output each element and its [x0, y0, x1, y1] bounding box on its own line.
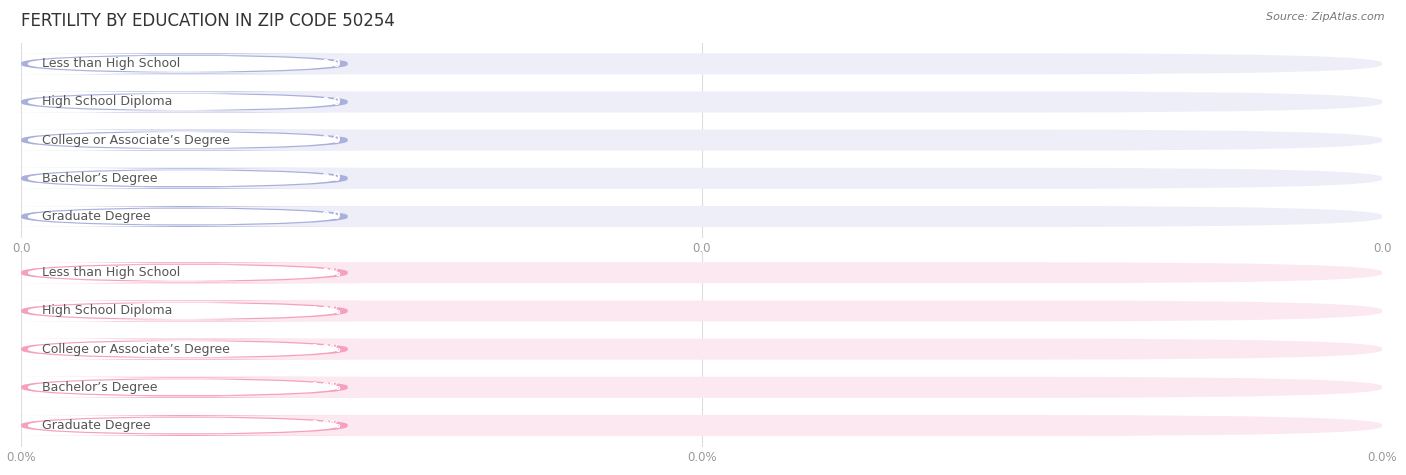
FancyBboxPatch shape: [7, 415, 361, 436]
Text: 0.0%: 0.0%: [311, 268, 340, 278]
FancyBboxPatch shape: [21, 377, 1382, 398]
FancyBboxPatch shape: [28, 264, 339, 282]
FancyBboxPatch shape: [7, 339, 361, 360]
FancyBboxPatch shape: [21, 415, 1382, 436]
FancyBboxPatch shape: [28, 131, 339, 149]
FancyBboxPatch shape: [28, 208, 339, 226]
FancyBboxPatch shape: [21, 300, 1382, 322]
FancyBboxPatch shape: [28, 169, 339, 187]
FancyBboxPatch shape: [21, 130, 1382, 151]
Text: 0.0%: 0.0%: [311, 306, 340, 316]
Text: 0.0%: 0.0%: [311, 382, 340, 392]
Text: 0.0%: 0.0%: [311, 420, 340, 430]
Text: College or Associate’s Degree: College or Associate’s Degree: [42, 342, 229, 356]
FancyBboxPatch shape: [7, 206, 361, 227]
Text: Less than High School: Less than High School: [42, 266, 180, 279]
Text: 0.0: 0.0: [322, 135, 340, 145]
FancyBboxPatch shape: [7, 130, 361, 151]
Text: 0.0: 0.0: [322, 97, 340, 107]
Text: Source: ZipAtlas.com: Source: ZipAtlas.com: [1267, 12, 1385, 22]
FancyBboxPatch shape: [28, 417, 339, 435]
Text: FERTILITY BY EDUCATION IN ZIP CODE 50254: FERTILITY BY EDUCATION IN ZIP CODE 50254: [21, 12, 395, 30]
Text: Bachelor’s Degree: Bachelor’s Degree: [42, 172, 157, 185]
Text: High School Diploma: High School Diploma: [42, 304, 172, 317]
Text: 0.0%: 0.0%: [311, 344, 340, 354]
Text: Bachelor’s Degree: Bachelor’s Degree: [42, 381, 157, 394]
FancyBboxPatch shape: [21, 262, 1382, 283]
Text: Graduate Degree: Graduate Degree: [42, 210, 150, 223]
FancyBboxPatch shape: [28, 378, 339, 396]
FancyBboxPatch shape: [7, 377, 361, 398]
FancyBboxPatch shape: [7, 300, 361, 322]
Text: Graduate Degree: Graduate Degree: [42, 419, 150, 432]
FancyBboxPatch shape: [21, 339, 1382, 360]
FancyBboxPatch shape: [28, 302, 339, 320]
FancyBboxPatch shape: [21, 53, 1382, 74]
FancyBboxPatch shape: [7, 91, 361, 113]
FancyBboxPatch shape: [7, 262, 361, 283]
FancyBboxPatch shape: [21, 206, 1382, 227]
Text: College or Associate’s Degree: College or Associate’s Degree: [42, 133, 229, 147]
FancyBboxPatch shape: [7, 168, 361, 189]
Text: 0.0: 0.0: [322, 173, 340, 183]
Text: Less than High School: Less than High School: [42, 57, 180, 70]
Text: 0.0: 0.0: [322, 211, 340, 221]
FancyBboxPatch shape: [7, 53, 361, 74]
FancyBboxPatch shape: [28, 55, 339, 73]
FancyBboxPatch shape: [21, 168, 1382, 189]
FancyBboxPatch shape: [28, 340, 339, 358]
FancyBboxPatch shape: [21, 91, 1382, 113]
Text: High School Diploma: High School Diploma: [42, 95, 172, 108]
FancyBboxPatch shape: [28, 93, 339, 111]
Text: 0.0: 0.0: [322, 59, 340, 69]
